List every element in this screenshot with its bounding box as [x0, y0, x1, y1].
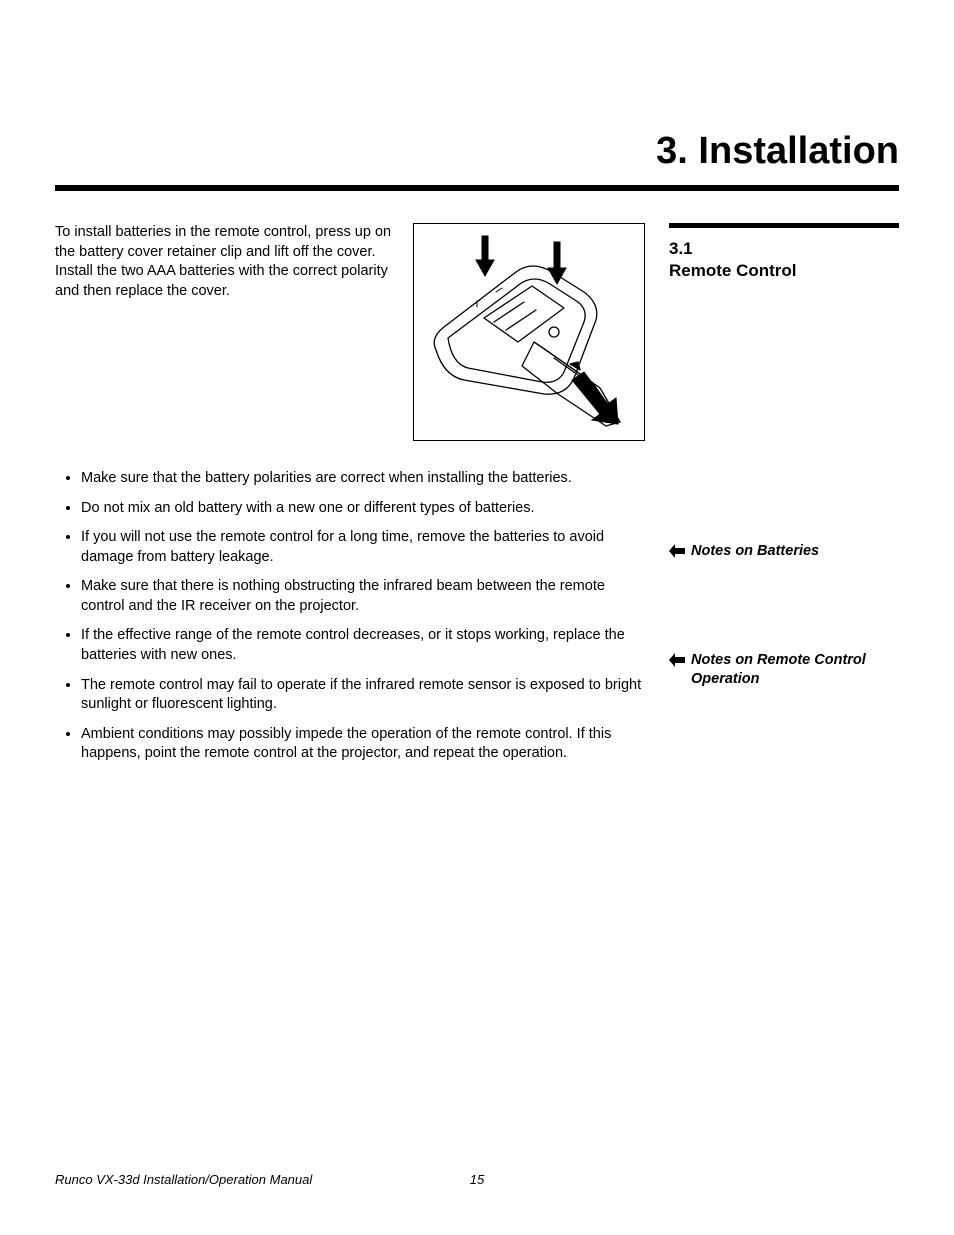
batteries-notes-list: Make sure that the battery polarities ar…: [55, 469, 645, 567]
list-item: The remote control may fail to operate i…: [81, 676, 645, 715]
remote-battery-figure: [413, 223, 645, 441]
intro-paragraph: To install batteries in the remote contr…: [55, 223, 395, 441]
section-number: 3.1: [669, 238, 899, 260]
arrow-left-icon: [669, 653, 685, 667]
sidebar-note-batteries: Notes on Batteries: [669, 542, 899, 561]
remote-operation-notes-list: Make sure that there is nothing obstruct…: [55, 577, 645, 764]
list-item: If the effective range of the remote con…: [81, 626, 645, 665]
list-item: Make sure that there is nothing obstruct…: [81, 577, 645, 616]
list-item: Do not mix an old battery with a new one…: [81, 499, 645, 519]
footer-page-number: 15: [470, 1172, 484, 1187]
chapter-rule: [55, 185, 899, 191]
list-item: Ambient conditions may possibly impede t…: [81, 725, 645, 764]
sidebar-note-label: Notes on Remote Control Operation: [691, 651, 899, 689]
chapter-title: 3. Installation: [55, 130, 899, 185]
list-item: Make sure that the battery polarities ar…: [81, 469, 645, 489]
arrow-left-icon: [669, 544, 685, 558]
section-title: Remote Control: [669, 260, 899, 282]
footer-manual-title: Runco VX-33d Installation/Operation Manu…: [55, 1172, 312, 1187]
sidebar-note-label: Notes on Batteries: [691, 542, 819, 561]
sidebar-note-remote-operation: Notes on Remote Control Operation: [669, 651, 899, 689]
section-rule: [669, 223, 899, 228]
list-item: If you will not use the remote control f…: [81, 528, 645, 567]
